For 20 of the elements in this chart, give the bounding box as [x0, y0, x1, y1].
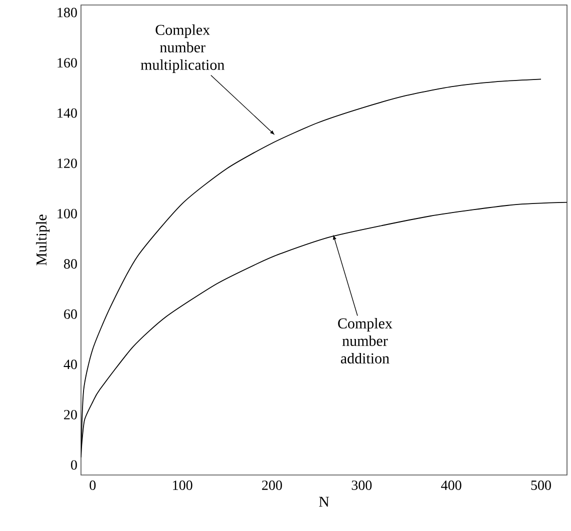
y-tick-label: 0 [71, 460, 77, 470]
y-tick-label: 160 [58, 58, 77, 68]
y-tick-label: 140 [58, 108, 77, 118]
y-tick-label: 20 [64, 410, 77, 420]
x-tick-label: 0 [90, 480, 96, 490]
x-tick-label: 200 [262, 480, 282, 490]
annotation: Complex number multiplication [140, 24, 224, 73]
y-axis-title: Multiple [36, 214, 50, 266]
x-tick-label: 300 [352, 480, 372, 490]
x-tick-label: 100 [173, 480, 192, 490]
y-tick-label: 120 [58, 158, 77, 168]
x-tick-label: 400 [441, 480, 462, 490]
y-tick-label: 80 [64, 259, 77, 269]
x-axis-title: N [319, 496, 330, 507]
y-tick-label: 60 [64, 309, 77, 319]
y-tick-label: 180 [58, 8, 77, 18]
y-tick-label: 100 [58, 208, 77, 218]
annotation: Complex number addition [338, 318, 392, 364]
y-tick-label: 40 [64, 360, 77, 370]
x-tick-label: 500 [531, 480, 551, 490]
